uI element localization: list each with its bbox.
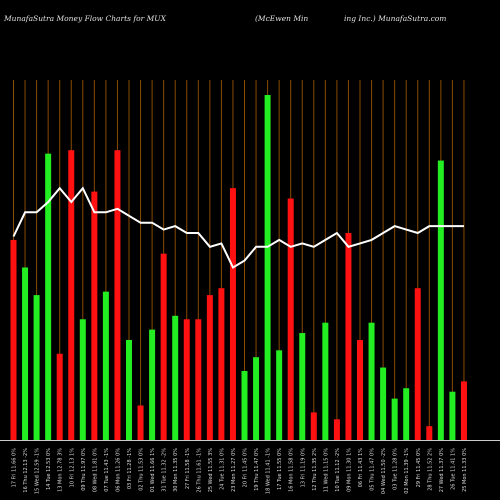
x-tick-label: 12 Thu 11.35 2% xyxy=(312,448,318,491)
x-tick-label: 20 Fri 11.45 0% xyxy=(243,448,249,488)
x-tick-label: 06 Mon 11.26 0% xyxy=(116,448,122,492)
x-tick-label: 18 Wed 11.41 -1% xyxy=(266,448,272,494)
money-flow-bar xyxy=(172,315,179,440)
x-tick-label: 16 Mon 11.58 0% xyxy=(289,448,295,492)
money-flow-bar xyxy=(68,150,75,440)
x-tick-label: 24 Tue 11.31 0% xyxy=(219,448,225,490)
money-flow-bar xyxy=(102,291,109,440)
x-tick-label: 13 Fri 11.19 0% xyxy=(300,448,306,488)
money-flow-bar xyxy=(160,253,167,440)
x-tick-label: 26 Tue 11.41 1% xyxy=(450,448,456,490)
money-flow-bar xyxy=(10,239,17,440)
x-tick-label: 03 Fri 11.28 -1% xyxy=(127,448,133,489)
money-flow-bar xyxy=(345,233,352,440)
price-line xyxy=(12,186,464,269)
x-tick-label: 27 Wed 11.37 0% xyxy=(439,448,445,493)
x-tick-label: 08 Wed 11.81 0% xyxy=(92,448,98,493)
x-tick-label: 28 Thu 11.52 2% xyxy=(427,448,433,491)
x-tick-label: 25 Mon 11.33 0% xyxy=(462,448,468,492)
x-tick-label: 31 Tue 11.32 -2% xyxy=(162,448,168,492)
money-flow-bar xyxy=(79,319,86,440)
x-tick-label: 16 Thu 12.13 -2% xyxy=(23,448,29,493)
money-flow-bar xyxy=(460,381,467,440)
x-tick-label: 14 Tue 12.53 0% xyxy=(46,448,52,490)
money-flow-bar xyxy=(195,319,202,440)
x-tick-label: 11 Wed 11.15 0% xyxy=(323,448,329,493)
x-tick-label: 15 Wed 12.59 -1% xyxy=(35,448,41,494)
x-tick-label: 03 Tue 11.28 0% xyxy=(393,448,399,490)
money-flow-bar xyxy=(287,198,294,440)
x-tick-label: 26 Thu 11.61 -1% xyxy=(196,448,202,493)
money-flow-bar xyxy=(426,426,433,440)
x-tick-label: 27 Fri 11.58 -1% xyxy=(185,448,191,489)
money-flow-bar xyxy=(56,353,63,440)
money-flow-bar xyxy=(33,295,40,440)
header-right: ing Inc.) MunafaSutra.com xyxy=(344,14,447,23)
money-flow-bar xyxy=(149,329,156,440)
x-tick-label: 07 Tue 11.43 -1% xyxy=(104,448,110,492)
money-flow-bar xyxy=(218,288,225,440)
x-tick-label: 17 Tue 11.55 0% xyxy=(277,448,283,490)
money-flow-bar xyxy=(403,388,410,440)
x-tick-label: 17 Fri 11.66 0% xyxy=(12,448,18,488)
money-flow-bar xyxy=(114,150,121,440)
money-flow-bar xyxy=(229,188,236,440)
money-flow-bar xyxy=(449,391,456,440)
money-flow-bar xyxy=(414,288,421,440)
money-flow-bar xyxy=(357,339,363,440)
x-tick-label: 10 Fri 12.13 1% xyxy=(69,448,75,488)
x-tick-label: 02 Mon 11.39 -1% xyxy=(404,448,410,494)
x-tick-label: 06 Fri 11.43 1% xyxy=(358,448,364,488)
money-flow-bar xyxy=(310,412,317,440)
money-flow-bar xyxy=(91,191,98,440)
x-tick-label: 23 Mon 11.27 0% xyxy=(231,448,237,492)
money-flow-bar xyxy=(206,295,213,440)
chart-title: MunafaSutra Money Flow Charts for MUX xyxy=(4,14,166,23)
money-flow-bar xyxy=(437,160,444,441)
x-tick-label: 09 Mon 11.30 1% xyxy=(347,448,353,492)
money-flow-bar xyxy=(299,333,306,440)
money-flow-bar xyxy=(391,398,398,440)
x-tick-label: 09 Thu 11.97 0% xyxy=(81,448,87,491)
money-flow-bar xyxy=(368,322,375,440)
x-tick-label: 30 Mon 11.35 0% xyxy=(173,448,179,492)
money-flow-bar xyxy=(264,95,271,440)
x-tick-label: 13 Mon 12.78 3% xyxy=(58,448,64,492)
x-tick-label: 04 Wed 11.50 -2% xyxy=(381,448,387,494)
money-flow-bar xyxy=(241,371,248,440)
money-flow-bar xyxy=(137,405,144,440)
money-flow-bar xyxy=(45,153,52,440)
x-tick-label: 01 Wed 11.66 1% xyxy=(150,448,156,493)
x-tick-label: 02 Thu 11.53 0% xyxy=(139,448,145,491)
x-tick-label: 25 Wed 11.55 3% xyxy=(208,448,214,493)
money-flow-bar xyxy=(126,339,132,440)
money-flow-bar xyxy=(22,267,29,440)
x-tick-label: 19 Thu 11.47 0% xyxy=(254,448,260,491)
money-flow-bar xyxy=(322,322,329,440)
header-middle: (McEwen Min xyxy=(255,14,309,23)
money-flow-bar xyxy=(183,319,190,440)
x-tick-label: 29 Fri 11.45 0% xyxy=(416,448,422,488)
x-tick-label: 05 Thu 11.47 0% xyxy=(370,448,376,491)
money-flow-bar xyxy=(380,367,387,440)
money-flow-bar xyxy=(276,350,283,440)
x-tick-label: 10 Tue 11.12 -2% xyxy=(335,448,341,492)
money-flow-bar xyxy=(333,419,340,440)
money-flow-bar xyxy=(253,357,260,440)
